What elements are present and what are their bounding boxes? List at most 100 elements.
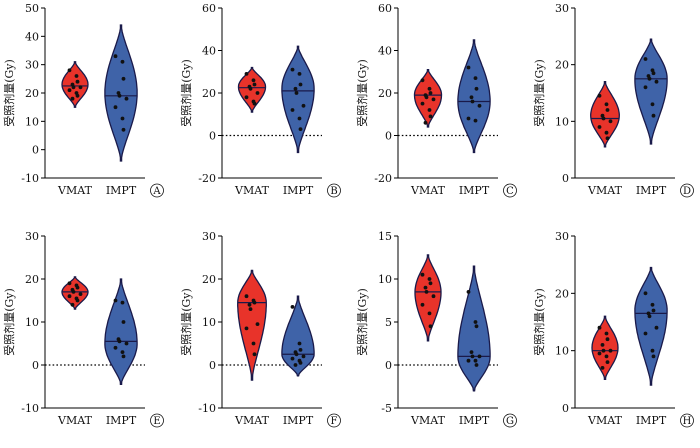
data-point-impt-f [298, 361, 303, 365]
data-point-impt-a [121, 127, 126, 132]
panel-f: -10 0 10 20 30 受照剂量(Gy) VMAT IMPT F [179, 230, 341, 428]
y-axis-label-c: 受照剂量(Gy) [355, 59, 369, 127]
data-point-impt-b [290, 67, 295, 72]
violin-impt-f [281, 295, 315, 377]
panel-badge-h [680, 413, 694, 428]
data-point-impt-a [121, 76, 126, 81]
y-tick-label-e: 0 [32, 359, 39, 372]
data-point-vmat-a [75, 79, 80, 84]
data-point-vmat-g [420, 272, 425, 277]
data-point-impt-g [474, 324, 479, 329]
category-label-vmat-g: VMAT [410, 414, 446, 427]
data-point-impt-h [647, 314, 652, 319]
violin-vmat-g [414, 254, 442, 342]
y-tick-label-b: 0 [209, 130, 216, 143]
panel-letter-e: E [153, 416, 160, 427]
violin-vmat-d [590, 81, 620, 148]
category-label-impt-g: IMPT [459, 414, 490, 427]
data-point-vmat-g [420, 302, 425, 307]
data-point-impt-e [121, 354, 126, 359]
data-point-impt-d [647, 76, 652, 81]
data-point-impt-c [473, 118, 478, 123]
y-tick-label-a: 30 [25, 59, 39, 72]
data-point-vmat-h [601, 348, 606, 353]
data-point-impt-b [294, 91, 299, 95]
data-point-impt-g [466, 358, 471, 363]
data-point-impt-g [469, 350, 474, 354]
data-point-vmat-c [424, 95, 429, 100]
data-point-vmat-d [605, 136, 610, 141]
data-point-impt-f [290, 356, 295, 361]
data-point-impt-a [124, 96, 129, 101]
y-tick-label-d: 30 [555, 2, 569, 15]
data-point-impt-h [654, 325, 659, 330]
data-point-impt-d [654, 79, 659, 84]
y-tick-label-f: 20 [202, 273, 216, 286]
violin-impt-h [634, 266, 668, 386]
category-label-impt-f: IMPT [283, 414, 314, 427]
data-point-vmat-b [244, 72, 249, 76]
panel-badge-b [327, 183, 341, 198]
data-point-vmat-g [427, 311, 432, 316]
data-point-vmat-d [597, 125, 602, 129]
data-point-impt-b [297, 72, 302, 76]
y-axis-label-b: 受照剂量(Gy) [179, 59, 193, 127]
data-point-impt-g [470, 354, 475, 359]
category-label-impt-e: IMPT [106, 414, 137, 427]
y-tick-label-g: 10 [378, 273, 392, 286]
y-axis-label-h: 受照剂量(Gy) [532, 288, 546, 356]
y-tick-label-c: 40 [378, 45, 392, 58]
violin-impt-g [457, 265, 491, 392]
data-point-vmat-c [428, 114, 433, 119]
data-point-vmat-e [67, 294, 72, 299]
data-point-vmat-a [67, 68, 72, 73]
data-point-vmat-c [427, 86, 432, 91]
data-point-vmat-b [248, 86, 253, 91]
category-label-impt-h: IMPT [636, 414, 667, 427]
data-point-vmat-e [67, 281, 72, 286]
data-point-vmat-b [252, 82, 257, 87]
data-point-vmat-f [244, 326, 249, 331]
y-axis-label-f: 受照剂量(Gy) [179, 288, 193, 356]
data-point-vmat-f [244, 294, 249, 299]
category-label-impt-c: IMPT [459, 184, 490, 197]
y-axis-label-e: 受照剂量(Gy) [2, 288, 16, 356]
data-point-impt-c [466, 65, 471, 70]
data-point-impt-b [293, 86, 298, 91]
panel-h: 0 10 20 30 受照剂量(Gy) VMAT IMPT H [532, 230, 694, 428]
data-point-vmat-h [600, 366, 605, 370]
y-tick-label-d: 20 [555, 59, 569, 72]
data-point-vmat-c [420, 78, 425, 83]
data-point-impt-e [113, 298, 118, 303]
data-point-vmat-h [597, 351, 602, 356]
panel-badge-a [150, 183, 164, 198]
data-point-impt-h [651, 308, 656, 313]
data-point-vmat-a [78, 85, 83, 90]
data-point-impt-b [298, 82, 303, 87]
panel-letter-b: B [330, 186, 337, 197]
y-tick-label-h: 20 [555, 287, 569, 300]
data-point-impt-a [113, 54, 118, 59]
data-point-vmat-h [597, 325, 602, 330]
data-point-vmat-d [597, 93, 602, 98]
data-point-impt-d [651, 113, 656, 118]
data-point-vmat-g [427, 277, 432, 281]
y-tick-label-a: 0 [32, 144, 39, 157]
data-point-impt-f [293, 363, 298, 367]
y-tick-label-a: 10 [25, 115, 39, 128]
panel-badge-g [503, 413, 517, 428]
panel-letter-c: C [506, 186, 514, 197]
panel-badge-f [327, 413, 341, 428]
data-point-vmat-f [255, 322, 260, 326]
category-label-vmat-f: VMAT [234, 414, 270, 427]
data-point-vmat-a [71, 85, 76, 90]
panel-letter-g: G [506, 416, 514, 427]
data-point-impt-c [474, 86, 479, 91]
data-point-vmat-h [604, 331, 609, 336]
y-tick-label-g: -5 [381, 402, 392, 415]
violin-impt-d [634, 38, 668, 145]
data-point-vmat-g [424, 290, 429, 294]
data-point-vmat-d [604, 102, 609, 107]
data-point-vmat-c [428, 91, 433, 95]
category-label-vmat-e: VMAT [57, 414, 93, 427]
